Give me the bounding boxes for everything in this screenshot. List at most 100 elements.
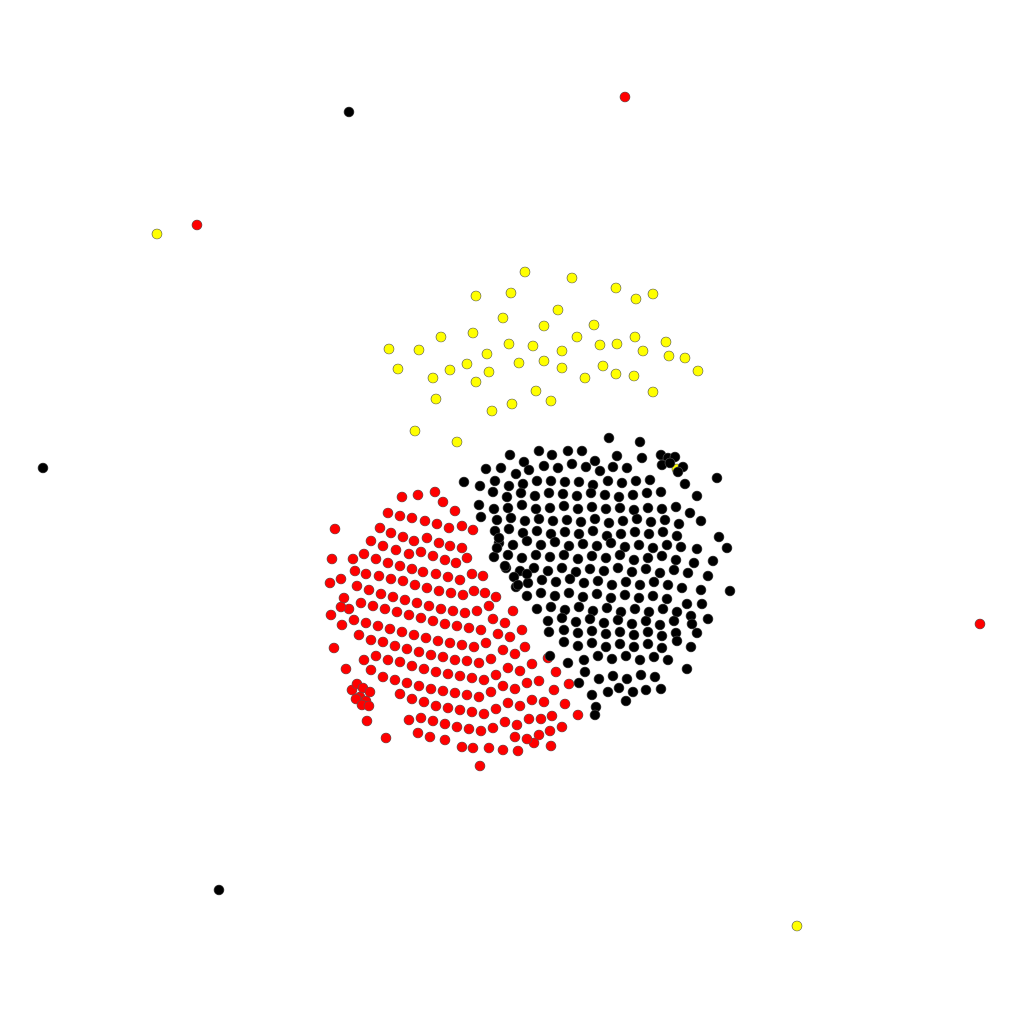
data-point <box>466 568 478 580</box>
data-point <box>463 723 475 735</box>
data-point <box>463 622 475 634</box>
data-point <box>470 290 482 302</box>
data-point <box>418 663 430 675</box>
data-point <box>365 634 377 646</box>
data-point <box>412 727 424 739</box>
data-point <box>607 461 619 473</box>
data-point <box>505 512 517 524</box>
data-point <box>491 542 503 554</box>
data-point <box>506 398 518 410</box>
data-point <box>437 685 449 697</box>
data-point <box>647 590 659 602</box>
data-point <box>550 666 562 678</box>
data-point <box>671 530 683 542</box>
data-point <box>550 576 562 588</box>
data-point <box>584 613 596 625</box>
data-point <box>654 619 666 631</box>
data-point <box>408 629 420 641</box>
data-point <box>619 91 631 103</box>
series-2 <box>37 106 736 896</box>
data-point <box>379 603 391 615</box>
data-point <box>538 696 550 708</box>
data-point <box>417 566 429 578</box>
data-point <box>686 618 698 630</box>
data-point <box>675 541 687 553</box>
data-point <box>588 319 600 331</box>
data-point <box>668 564 680 576</box>
data-point <box>456 520 468 532</box>
data-point <box>430 393 442 405</box>
data-point <box>619 541 631 553</box>
data-point <box>671 606 683 618</box>
data-point <box>474 480 486 492</box>
data-point <box>467 524 479 536</box>
data-point <box>531 603 543 615</box>
data-point <box>488 503 500 515</box>
data-point <box>516 499 528 511</box>
data-point <box>363 700 375 712</box>
data-point <box>415 712 427 724</box>
data-point <box>485 686 497 698</box>
data-point <box>343 106 355 118</box>
data-point <box>584 563 596 575</box>
data-point <box>490 591 502 603</box>
data-point <box>570 616 582 628</box>
data-point <box>579 372 591 384</box>
data-point <box>470 376 482 388</box>
data-point <box>648 651 660 663</box>
data-point <box>475 725 487 737</box>
data-point <box>607 670 619 682</box>
data-point <box>382 654 394 666</box>
data-point <box>611 450 623 462</box>
data-point <box>335 573 347 585</box>
data-point <box>467 327 479 339</box>
data-point <box>413 680 425 692</box>
data-point <box>512 579 524 591</box>
data-point <box>661 539 673 551</box>
data-point <box>389 640 401 652</box>
data-point <box>392 363 404 375</box>
data-point <box>391 606 403 618</box>
data-point <box>521 733 533 745</box>
data-point <box>424 731 436 743</box>
data-point <box>485 653 497 665</box>
data-point <box>499 560 511 572</box>
data-point <box>447 605 459 617</box>
data-point <box>411 597 423 609</box>
data-point <box>504 631 516 643</box>
data-point <box>589 709 601 721</box>
data-point <box>533 675 545 687</box>
data-point <box>545 475 557 487</box>
data-point <box>635 669 647 681</box>
data-point <box>151 228 163 240</box>
data-point <box>612 614 624 626</box>
data-point <box>614 502 626 514</box>
data-point <box>502 502 514 514</box>
data-point <box>654 567 666 579</box>
data-point <box>370 553 382 565</box>
data-point <box>515 487 527 499</box>
data-point <box>592 575 604 587</box>
data-point <box>586 689 598 701</box>
data-point <box>374 522 386 534</box>
data-point <box>473 657 485 669</box>
data-point <box>545 601 557 613</box>
data-point <box>403 714 415 726</box>
data-point <box>593 673 605 685</box>
data-point <box>563 587 575 599</box>
data-point <box>597 360 609 372</box>
data-point <box>502 549 514 561</box>
data-point <box>468 641 480 653</box>
data-point <box>602 686 614 698</box>
data-point <box>538 460 550 472</box>
data-point <box>657 526 669 538</box>
data-point <box>643 606 655 618</box>
data-point <box>587 525 599 537</box>
data-point <box>663 350 675 362</box>
data-point <box>535 539 547 551</box>
data-point <box>442 702 454 714</box>
data-point <box>437 496 449 508</box>
data-point <box>419 515 431 527</box>
data-point <box>383 343 395 355</box>
